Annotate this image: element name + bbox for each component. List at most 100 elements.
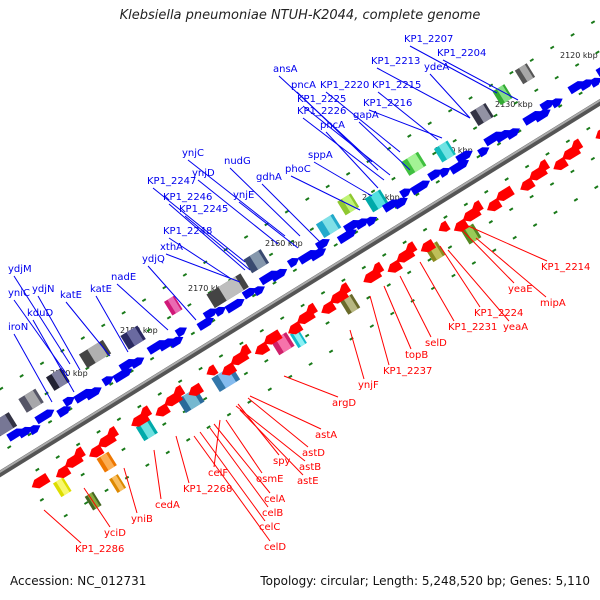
track-tick xyxy=(80,472,85,477)
track-tick xyxy=(157,392,162,396)
track-tick xyxy=(325,321,330,325)
label-leader-line xyxy=(419,261,455,322)
gene-block xyxy=(109,474,127,493)
track-tick xyxy=(187,303,192,307)
track-tick xyxy=(308,362,313,366)
forward-gene-label: kduD xyxy=(27,308,53,319)
reverse-gene-label: yciD xyxy=(104,528,126,539)
label-leader-line xyxy=(123,467,138,514)
track-tick xyxy=(121,310,126,315)
gene-block xyxy=(163,295,183,316)
track-tick xyxy=(83,501,89,505)
label-leader-line xyxy=(383,285,412,350)
reverse-gene-label: astA xyxy=(315,430,337,441)
track-tick xyxy=(529,194,534,199)
track-tick xyxy=(259,328,265,333)
label-leader-line xyxy=(447,249,510,322)
forward-gene-label: KP1_2245 xyxy=(179,204,228,215)
reverse-gene-label: KP1_2237 xyxy=(383,366,432,377)
reverse-gene-label: yniB xyxy=(131,514,153,525)
label-leader-line xyxy=(32,319,75,393)
forward-gene-label: katE xyxy=(90,284,112,295)
track-tick xyxy=(47,419,53,424)
track-tick xyxy=(554,75,559,80)
reverse-gene-label: mipA xyxy=(540,298,566,309)
forward-gene-arrow xyxy=(202,308,218,321)
track-tick xyxy=(370,189,376,194)
track-tick xyxy=(207,290,213,295)
forward-gene-label: katE xyxy=(60,290,82,301)
label-leader-line xyxy=(302,105,391,176)
track-tick xyxy=(493,113,498,118)
track-tick xyxy=(476,154,481,159)
label-leader-line xyxy=(13,333,53,403)
track-tick xyxy=(284,209,290,214)
track-tick xyxy=(60,348,65,353)
label-leader-line xyxy=(296,91,379,171)
forward-gene-label: nadE xyxy=(111,272,136,283)
forward-gene-label: yniC xyxy=(8,288,30,299)
track-tick xyxy=(513,100,519,105)
track-tick xyxy=(484,189,489,194)
track-tick xyxy=(287,374,293,379)
reverse-gene-arrow xyxy=(487,197,503,212)
track-tick xyxy=(328,349,334,354)
label-leader-line xyxy=(165,253,241,283)
kbp-tick-label: 2130 kbp xyxy=(495,100,533,109)
forward-gene-label: ydjM xyxy=(8,264,32,275)
track-tick xyxy=(247,400,252,404)
track-tick xyxy=(145,463,150,467)
track-tick xyxy=(366,295,371,300)
reverse-gene-arrow xyxy=(263,329,283,345)
reverse-gene-arrow xyxy=(372,261,385,273)
track-tick xyxy=(44,391,49,396)
track-tick xyxy=(267,387,273,392)
track-tick xyxy=(162,285,167,290)
track-tick xyxy=(320,290,326,295)
forward-gene-arrow xyxy=(410,180,431,196)
forward-gene-label: ydjN xyxy=(32,284,55,295)
kbp-tick-label: 2160 kbp xyxy=(265,239,303,248)
track-tick xyxy=(202,396,208,401)
gene-block xyxy=(364,189,389,213)
forward-gene-arrow xyxy=(286,257,300,268)
forward-gene-label: iroN xyxy=(8,322,28,333)
forward-gene-label: ynjC xyxy=(182,148,204,159)
label-leader-line xyxy=(13,275,71,365)
track-tick xyxy=(553,210,558,215)
track-tick xyxy=(468,96,473,100)
label-leader-line xyxy=(168,237,231,279)
forward-gene-label: ynjE xyxy=(233,190,254,201)
reverse-gene-label: topB xyxy=(405,350,428,361)
reverse-gene-arrow xyxy=(471,200,484,212)
reverse-gene-label: KP1_2286 xyxy=(75,544,124,555)
reverse-gene-label: celB xyxy=(262,508,283,519)
track-tick xyxy=(80,336,86,340)
reverse-gene-label: cedA xyxy=(155,500,180,511)
forward-gene-arrow xyxy=(477,147,490,158)
track-tick xyxy=(104,488,109,493)
kbp-tick-label: 2170 kbp xyxy=(188,284,226,293)
label-leader-line xyxy=(325,91,401,153)
track-tick xyxy=(524,164,530,169)
reverse-gene-arrow xyxy=(571,138,584,150)
reverse-gene-arrow xyxy=(553,156,569,171)
reverse-gene-label: KP1_2231 xyxy=(448,322,497,333)
forward-gene-label: KP1_2207 xyxy=(404,34,453,45)
genome-backbone xyxy=(0,98,600,478)
label-leader-line xyxy=(152,187,246,263)
forward-gene-label: pncA xyxy=(291,80,316,91)
label-leader-line xyxy=(368,109,443,139)
reverse-gene-arrow xyxy=(239,343,252,355)
track-tick xyxy=(137,404,142,409)
track-tick xyxy=(565,139,571,144)
forward-gene-arrow xyxy=(56,406,72,418)
forward-gene-arrow xyxy=(364,216,378,227)
track-tick xyxy=(447,245,453,250)
genome-summary: Topology: circular; Length: 5,248,520 bp… xyxy=(260,574,590,588)
track-tick xyxy=(243,371,249,376)
reverse-gene-arrow xyxy=(89,444,105,458)
label-leader-line xyxy=(429,73,471,119)
forward-gene-arrow xyxy=(449,159,470,175)
track-tick xyxy=(243,235,249,239)
